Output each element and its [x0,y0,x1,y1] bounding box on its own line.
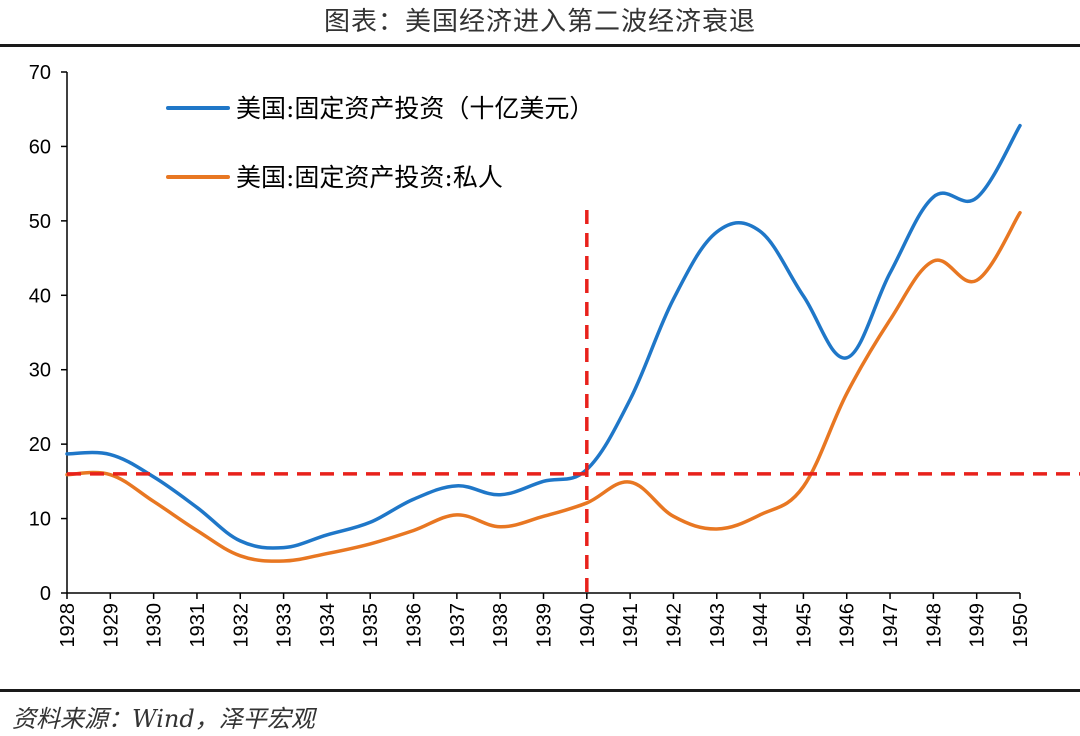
x-tick-label: 1928 [57,603,79,648]
source-note: 资料来源：Wind，泽平宏观 [12,705,315,733]
x-tick-label: 1947 [880,603,902,648]
y-tick-label: 50 [29,211,51,233]
x-tick-label: 1942 [663,603,685,648]
x-tick-label: 1938 [490,603,512,648]
x-tick-label: 1950 [1010,603,1032,648]
top-rule [0,44,1080,47]
x-tick-label: 1931 [187,603,209,648]
x-tick-label: 1933 [274,603,296,648]
x-tick-label: 1929 [100,603,122,648]
x-tick-label: 1945 [793,603,815,648]
bottom-rule [0,689,1080,692]
y-tick-label: 30 [29,360,51,382]
y-tick-label: 70 [29,62,51,84]
series-line-total [65,123,1022,550]
x-tick-label: 1932 [230,603,252,648]
y-tick-label: 10 [29,509,51,531]
legend-label: 美国:固定资产投资（十亿美元） [236,94,594,123]
chart-axes: 0 10 20 30 40 50 60 70 1928 1929 1930 1931 1932 1933 1… [29,62,1032,648]
x-tick-label: 1930 [144,603,166,648]
x-tick-label: 1934 [317,603,339,648]
x-tick-label: 1944 [750,603,772,648]
x-tick-label: 1937 [447,603,469,648]
x-tick-label: 1941 [620,603,642,648]
x-tick-label: 1935 [360,603,382,648]
chart-title: 图表：美国经济进入第二波经济衰退 [323,7,756,37]
legend-label: 美国:固定资产投资:私人 [236,163,503,192]
y-tick-label: 60 [29,136,51,158]
x-tick-label: 1948 [923,603,945,648]
x-tick-label: 1940 [577,603,599,648]
x-tick-label: 1943 [707,603,729,648]
series-line-private [65,210,1022,563]
series-layer [65,123,1022,563]
y-tick-label: 20 [29,434,51,456]
x-tick-label: 1936 [404,603,426,648]
x-tick-label: 1946 [837,603,859,648]
x-tick-label: 1939 [534,603,556,648]
y-tick-label: 0 [40,583,51,605]
x-tick-label: 1949 [967,603,989,648]
legend: 美国:固定资产投资（十亿美元） 美国:固定资产投资:私人 [166,94,594,192]
reference-lines [67,210,1080,593]
line-chart: 0 10 20 30 40 50 60 70 1928 1929 1930 1931 1932 1933 1… [29,62,1080,648]
y-tick-label: 40 [29,285,51,307]
